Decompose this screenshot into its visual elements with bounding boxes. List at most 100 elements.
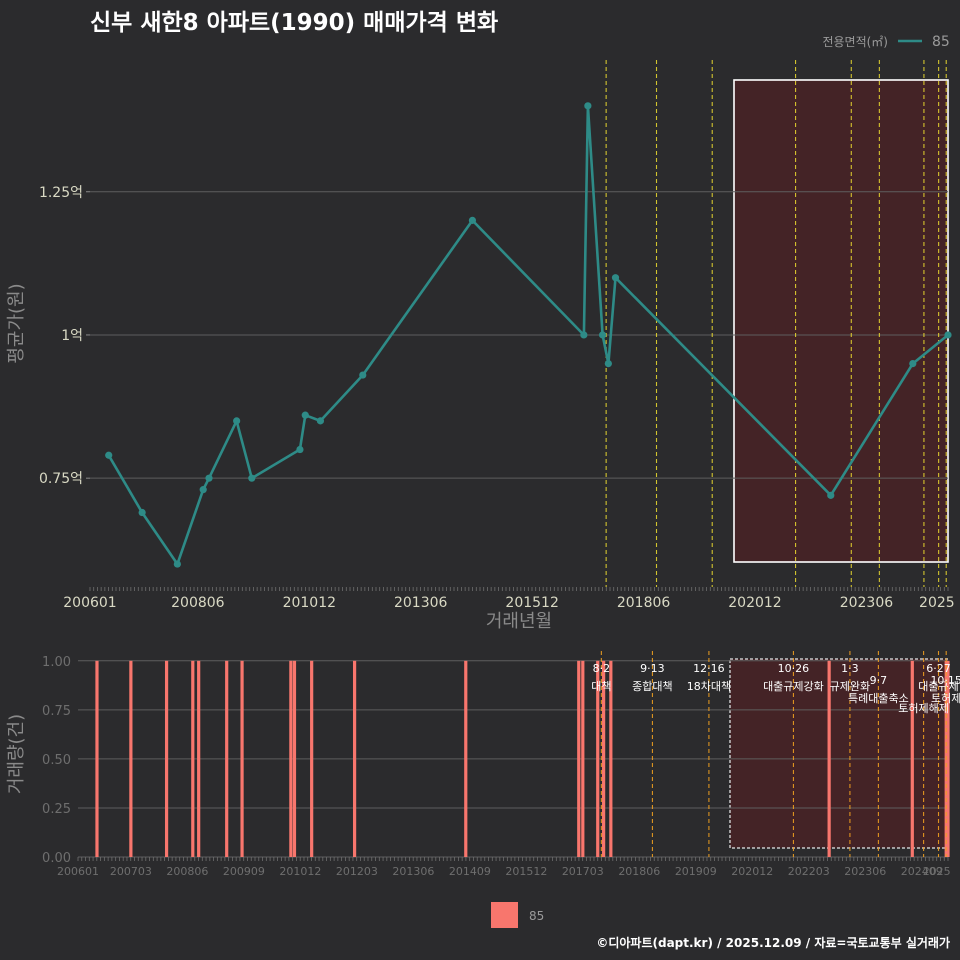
policy-date-label: 10·15	[930, 674, 960, 687]
volume-bar	[292, 660, 297, 857]
x-tick-label: 200601	[57, 865, 99, 878]
x-tick-label: 202409	[901, 865, 943, 878]
x-axis-label: 거래년월	[486, 611, 552, 632]
x-tick-label: 201012	[279, 865, 321, 878]
legend-label-85: 85	[932, 34, 950, 50]
data-point	[173, 560, 181, 568]
volume-bar	[827, 660, 831, 857]
data-point	[584, 102, 592, 110]
policy-event-label: 18차대책	[687, 680, 731, 693]
x-tick-label: 201409	[449, 865, 491, 878]
x-tick-label: 2025	[923, 865, 951, 878]
y-tick-label: 0.75억	[39, 471, 83, 487]
volume-bar	[609, 660, 613, 857]
volume-bar	[289, 660, 293, 857]
y-tick-label: 1.00	[42, 655, 71, 670]
volume-bar	[191, 660, 195, 857]
volume-bar	[225, 660, 229, 857]
policy-date-label: 1·3	[841, 662, 859, 675]
data-point	[611, 274, 620, 282]
data-point	[138, 508, 146, 517]
y-axis-label: 거래량(건)	[6, 714, 27, 794]
x-tick-label: 201806	[617, 595, 671, 611]
data-point	[468, 216, 477, 224]
volume-bar	[240, 660, 244, 857]
policy-date-label: 12·16	[693, 662, 725, 675]
volume-bar	[910, 660, 914, 857]
x-tick-label: 200909	[223, 865, 265, 878]
x-tick-label: 201306	[394, 595, 448, 611]
legend-title: 전용면적(㎡)	[822, 35, 888, 49]
x-tick-label: 201703	[562, 865, 604, 878]
volume-bar	[577, 660, 581, 857]
x-tick-label: 2025	[919, 595, 955, 611]
y-tick-label: 1.25억	[39, 185, 83, 201]
x-tick-label: 201806	[618, 865, 660, 878]
x-tick-label: 201909	[675, 865, 717, 878]
y-axis-label: 평균가(원)	[6, 283, 27, 363]
x-tick-label: 202012	[728, 595, 781, 611]
y-tick-label: 0.50	[42, 753, 71, 768]
y-tick-label: 0.75	[42, 704, 71, 719]
volume-plot: 0.00 0.25 0.50 0.75 1.00 8·2 대책 9·13 종합대책 12·16 18…	[6, 651, 960, 878]
volume-bar	[352, 660, 357, 857]
policy-date-label: 8·2	[593, 662, 611, 675]
policy-event-label: 대출규제강화	[763, 680, 824, 693]
x-tick-label: 200601	[63, 595, 116, 611]
legend-top: 전용면적(㎡) 85	[822, 34, 949, 50]
x-tick-label: 200806	[171, 595, 225, 611]
policy-event-label: 특례대출축소	[848, 692, 909, 705]
policy-event-label: 토허제	[931, 692, 960, 705]
data-point	[316, 417, 325, 425]
data-point	[205, 474, 213, 482]
policy-event-label: 대책	[591, 680, 611, 693]
volume-bar	[129, 660, 133, 857]
data-point	[598, 331, 607, 339]
x-tick-label: 201306	[392, 865, 434, 878]
volume-bar	[197, 660, 201, 857]
data-point	[909, 359, 917, 368]
volume-bar	[464, 660, 468, 857]
y-tick-label: 0.00	[42, 851, 71, 866]
legend-bar-swatch	[491, 902, 518, 928]
data-point	[296, 445, 304, 454]
policy-event-label: 종합대책	[632, 680, 672, 693]
policy-date-label: 6·27	[926, 662, 951, 675]
data-point	[827, 491, 835, 499]
data-point	[199, 486, 207, 494]
data-point	[359, 371, 367, 379]
data-point	[105, 451, 113, 459]
y-tick-label: 0.25	[42, 802, 71, 817]
data-point	[944, 331, 952, 339]
x-tick-label: 200703	[110, 865, 152, 878]
policy-event-label: 대출규제	[918, 680, 958, 693]
volume-bar	[581, 660, 585, 857]
policy-date-label: 10·26	[778, 662, 810, 675]
price-plot: 0.75억 1억 1.25억 200601 200806 201012 201306 2015…	[6, 60, 955, 632]
volume-bar	[164, 660, 169, 857]
footer-credit: ©디아파트(dapt.kr) / 2025.12.09 / 자료=국토교통부 실…	[596, 935, 950, 950]
x-tick-label: 200806	[166, 865, 208, 878]
data-point	[248, 474, 256, 482]
data-point	[233, 417, 241, 425]
data-point	[580, 331, 588, 339]
volume-bar	[596, 660, 600, 857]
x-tick-label: 201512	[505, 595, 558, 611]
legend-bar-label: 85	[529, 909, 544, 923]
x-tick-label: 202306	[844, 865, 886, 878]
policy-event-label: 규제완화	[830, 680, 870, 693]
data-point	[301, 411, 309, 419]
x-tick-label: 202306	[840, 595, 894, 611]
data-point	[604, 359, 612, 368]
x-tick-label: 202012	[731, 865, 773, 878]
chart-title: 신부 새한8 아파트(1990) 매매가격 변화	[90, 10, 498, 36]
volume-bar	[946, 660, 950, 857]
policy-date-label: 9·7	[870, 674, 888, 687]
y-tick-label: 1억	[61, 328, 83, 344]
x-tick-label: 201512	[505, 865, 547, 878]
highlight-range-box	[733, 79, 949, 563]
x-tick-label: 202203	[788, 865, 830, 878]
x-tick-label: 201203	[336, 865, 378, 878]
volume-bar	[95, 660, 99, 857]
